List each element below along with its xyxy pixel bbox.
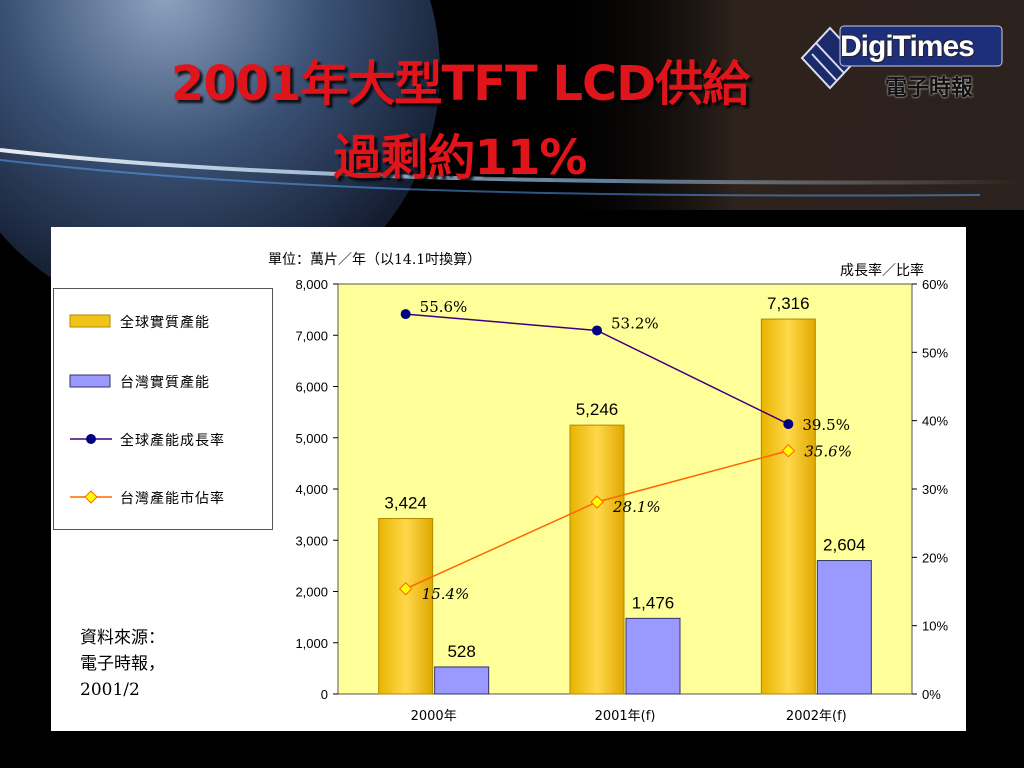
- y-tick-label: 5,000: [295, 431, 328, 446]
- y-tick-label: 4,000: [295, 482, 328, 497]
- bar-global-capacity: [378, 518, 434, 695]
- point-taiwan-share: [398, 582, 413, 596]
- logo-tagline: 電子時報: [885, 75, 974, 101]
- legend-label: 台灣實質產能: [120, 375, 210, 391]
- y2-tick-label: 50%: [922, 345, 948, 360]
- bar-label-global: 3,424: [384, 494, 427, 513]
- bar-label-global: 7,316: [767, 294, 810, 313]
- x-tick-label: 2001年(f): [595, 709, 656, 724]
- x-tick-label: 2002年(f): [786, 709, 847, 724]
- y-tick-label: 8,000: [295, 277, 328, 292]
- line-label-taiwan: 35.6%: [804, 443, 852, 461]
- legend: 全球實質產能 台灣實質產能 全球產能成長率 台灣產能市佔率: [53, 288, 273, 530]
- bar-label-global: 5,246: [576, 400, 619, 419]
- legend-item-taiwan-share: 台灣產能市佔率: [54, 487, 272, 507]
- line-label-taiwan: 15.4%: [422, 585, 470, 603]
- bar-global-capacity: [569, 424, 625, 695]
- line-label-taiwan: 28.1%: [612, 498, 661, 516]
- y-tick-label: 2,000: [295, 585, 328, 600]
- legend-label: 全球產能成長率: [120, 433, 225, 449]
- title-line-1: 2001年大型TFT LCD供給: [170, 56, 750, 112]
- y-tick-label: 7,000: [295, 328, 328, 343]
- source-note: 資料來源： 電子時報， 2001/2: [80, 625, 165, 703]
- point-global-growth: [400, 309, 411, 320]
- logo-brand: DigiTimes: [840, 30, 975, 63]
- legend-item-global-capacity: 全球實質產能: [54, 311, 272, 331]
- source-line-2: 電子時報，: [80, 654, 165, 674]
- bar-taiwan-capacity: [434, 666, 490, 695]
- y2-tick-label: 30%: [922, 482, 948, 497]
- line-label-global: 55.6%: [420, 298, 468, 316]
- y2-tick-label: 20%: [922, 550, 948, 565]
- bar-global-capacity: [760, 318, 816, 695]
- y-tick-label: 6,000: [295, 380, 328, 395]
- secondary-axis-title: 成長率／比率: [840, 263, 924, 279]
- unit-label: 單位：萬片／年（以14.1吋換算）: [268, 252, 482, 268]
- y2-tick-label: 60%: [922, 277, 948, 292]
- line-label-global: 53.2%: [611, 314, 659, 332]
- legend-item-taiwan-capacity: 台灣實質產能: [54, 371, 272, 391]
- bar-label-taiwan: 2,604: [823, 536, 866, 555]
- source-line-3: 2001/2: [80, 680, 140, 700]
- bar-taiwan-capacity: [816, 560, 872, 695]
- title-line-2: 過剩約11%: [333, 130, 588, 186]
- y-tick-label: 3,000: [295, 533, 328, 548]
- point-global-growth: [592, 325, 602, 336]
- bar-label-taiwan: 1,476: [632, 593, 675, 612]
- digitimes-logo-icon: [800, 25, 1003, 90]
- point-taiwan-share: [781, 444, 796, 458]
- legend-label: 台灣產能市佔率: [120, 491, 225, 507]
- y2-tick-label: 40%: [922, 414, 948, 429]
- legend-label: 全球實質產能: [120, 315, 210, 331]
- y2-tick-label: 10%: [922, 619, 948, 634]
- source-line-1: 資料來源：: [80, 628, 165, 648]
- point-taiwan-share: [590, 495, 604, 509]
- point-global-growth: [783, 419, 794, 430]
- y-tick-label: 1,000: [295, 636, 328, 651]
- bar-label-taiwan: 528: [447, 642, 475, 661]
- plot-area: [337, 283, 913, 695]
- legend-item-global-growth: 全球產能成長率: [54, 429, 272, 449]
- x-tick-label: 2000年: [411, 709, 457, 724]
- line-label-global: 39.5%: [802, 416, 850, 434]
- y-tick-label: 0: [321, 687, 328, 702]
- bar-taiwan-capacity: [625, 617, 681, 695]
- y2-tick-label: 0%: [922, 687, 941, 702]
